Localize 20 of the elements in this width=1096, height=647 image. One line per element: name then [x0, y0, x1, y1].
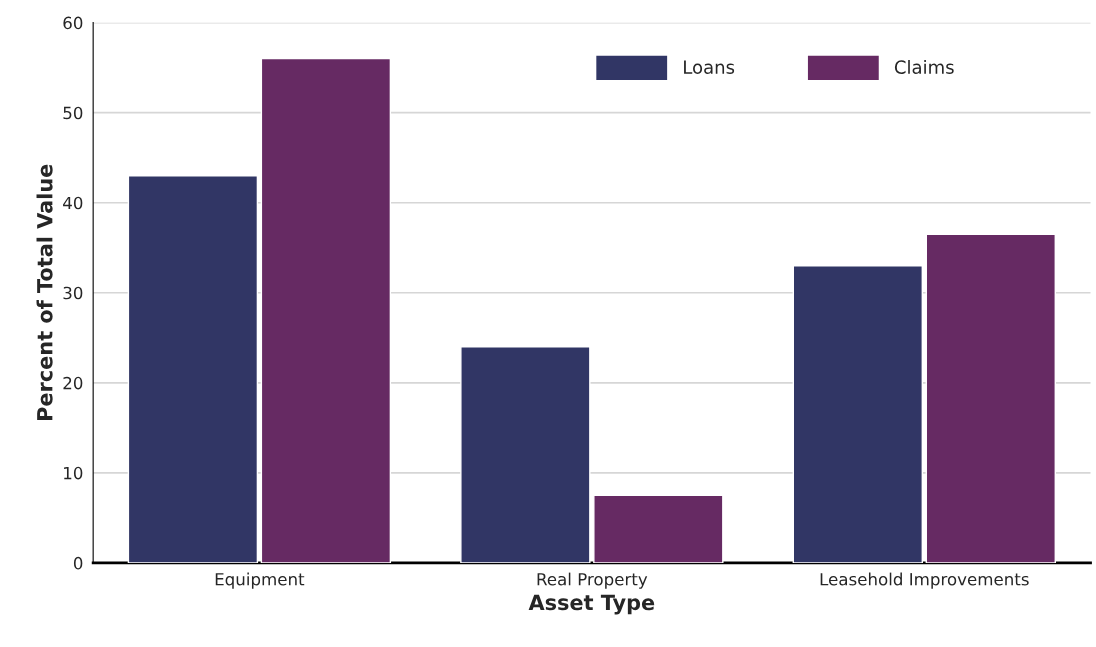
y-tick-label: 40	[63, 196, 83, 210]
x-tick-label: Leasehold Improvements	[820, 572, 1029, 589]
bar	[127, 175, 259, 563]
x-tick-label: Equipment	[215, 572, 305, 589]
x-tick-label: Real Property	[537, 572, 648, 589]
legend-label: Claims	[894, 59, 954, 74]
y-tick-label: 10	[64, 466, 83, 480]
y-tick-label: 50	[63, 106, 83, 120]
y-tick-label: 20	[63, 376, 83, 390]
y-tick-label: 60	[63, 16, 83, 30]
bar	[593, 494, 724, 563]
bar	[792, 265, 923, 563]
y-tick-label: 30	[63, 286, 83, 300]
bar	[260, 57, 392, 563]
bar	[460, 346, 591, 563]
y-axis-title: Percent of Total Value	[36, 164, 53, 420]
bar	[925, 233, 1056, 563]
legend-label: Loans	[684, 60, 735, 74]
y-tick-label: 0	[73, 556, 83, 570]
x-axis-title: Asset Type	[528, 594, 655, 615]
